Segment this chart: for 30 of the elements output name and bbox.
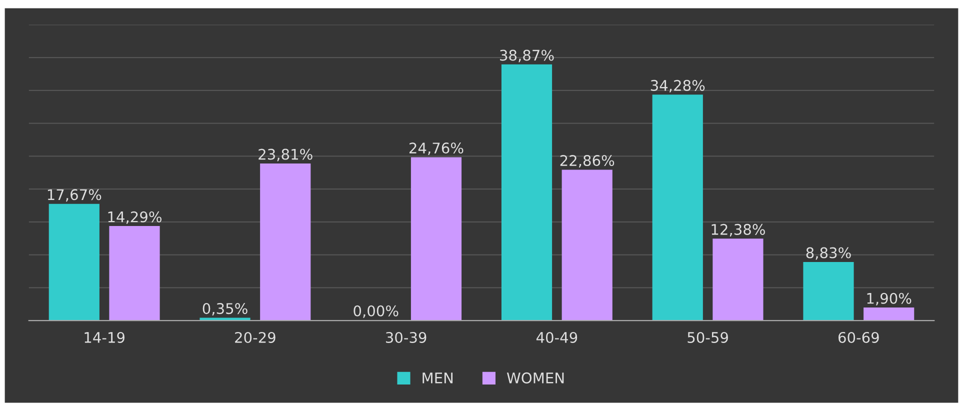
x-tick-label: 30-39 [386,332,426,343]
bar [501,64,552,321]
data-label: 23,81% [258,148,312,162]
legend-label: WOMEN [506,372,564,384]
bar [652,94,703,321]
data-label: 1,90% [867,292,912,306]
data-label: 0,00% [354,305,398,318]
bar [803,262,854,321]
x-tick-label: 40-49 [536,332,578,343]
bar [260,163,311,321]
x-tick-label: 20-29 [235,332,276,343]
bar [109,226,160,321]
bar [712,238,764,321]
data-label: 22,86% [560,155,614,168]
data-label: 14,29% [108,211,162,224]
bar [864,308,914,321]
legend-label: MEN [422,372,453,384]
x-tick-label: 50-59 [688,332,728,343]
data-label: 0,35% [202,303,248,316]
bar [48,204,100,321]
data-label: 8,83% [806,247,851,260]
data-label: 34,28% [650,80,705,92]
x-tick-label: 60-69 [838,332,879,343]
data-label: 24,76% [410,142,464,156]
bar [410,157,462,321]
data-label: 38,87% [500,50,554,62]
data-label: 17,67% [48,189,102,202]
x-tick-label: 14-19 [84,332,124,343]
data-label: 12,38% [712,224,765,236]
bar [562,170,612,321]
